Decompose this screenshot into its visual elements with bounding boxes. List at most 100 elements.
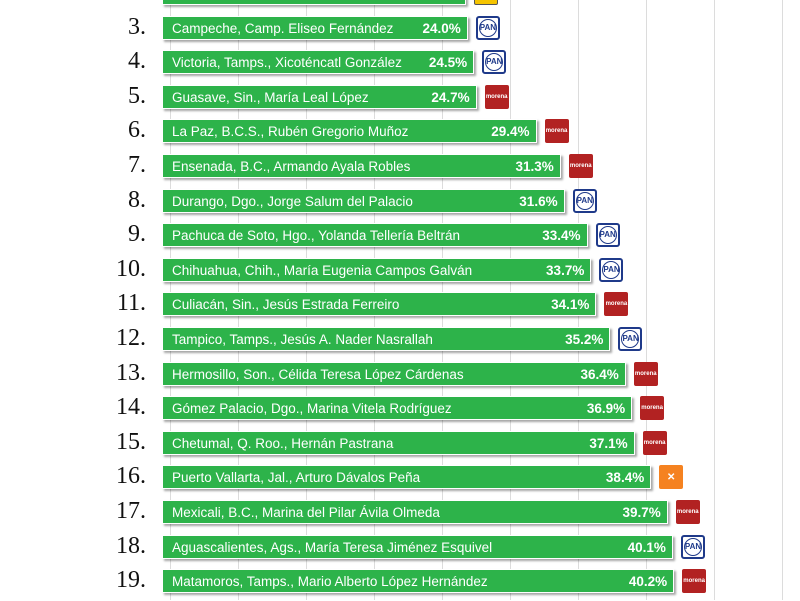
- ranking-row: 19. Matamoros, Tamps., Mario Alberto Lópe…: [0, 567, 800, 601]
- rank-number: 2.: [108, 0, 146, 5]
- bar: Chetumal, Q. Roo., Hernán Pastrana 37.1%: [162, 430, 635, 455]
- ranking-row: 18. Aguascalientes, Ags., María Teresa Ji…: [0, 533, 800, 567]
- gridline: [782, 0, 783, 600]
- pan-logo-icon: PAN: [572, 188, 597, 213]
- bar-label: Puerto Vallarta, Jal., Arturo Dávalos Pe…: [172, 470, 421, 486]
- ranking-row: 7. Ensenada, B.C., Armando Ayala Robles 31…: [0, 152, 800, 186]
- pan-logo-icon: PAN: [618, 327, 643, 351]
- bar-label: Aguascalientes, Ags., María Teresa Jimén…: [172, 539, 493, 555]
- rank-number: 9.: [128, 221, 146, 248]
- bar-label: Durango, Dgo., Jorge Salum del Palacio: [172, 193, 413, 209]
- bar-value: 24.5%: [428, 55, 468, 71]
- bar-value: 34.1%: [551, 297, 590, 313]
- bar: Durango, Dgo., Jorge Salum del Palacio 31…: [162, 188, 565, 213]
- bar-label: Chetumal, Q. Roo., Hernán Pastrana: [172, 435, 394, 451]
- ranking-row: 11. Culiacán, Sin., Jesús Estrada Ferreir…: [0, 290, 800, 324]
- bar-label: Ensenada, B.C., Armando Ayala Robles: [172, 159, 411, 174]
- bar-value: 39.7%: [622, 505, 661, 520]
- bar: Hermosillo, Son., Célida Teresa López Cá…: [162, 361, 626, 386]
- pan-logo-text: PAN: [602, 260, 621, 279]
- pan-logo-text: PAN: [683, 537, 702, 556]
- bar: Tampico, Tamps., Jesús A. Nader Nasralla…: [162, 327, 611, 351]
- rank-number: 4.: [128, 48, 146, 75]
- ranking-row: 15. Chetumal, Q. Roo., Hernán Pastrana 37.…: [0, 429, 800, 463]
- ranking-row: 9. Pachuca de Soto, Hgo., Yolanda Tellerí…: [0, 221, 800, 255]
- bar-value: 24.0%: [422, 20, 461, 36]
- bar: Culiacán, Sin., Jesús Estrada Ferreiro 34…: [162, 292, 597, 317]
- pan-logo-icon: PAN: [475, 15, 500, 40]
- ranking-row: 12. Tampico, Tamps., Jesús A. Nader Nasra…: [0, 325, 800, 359]
- bar-label: Matamoros, Tamps., Mario Alberto López H…: [172, 574, 488, 590]
- rank-number: 18.: [116, 532, 146, 559]
- pan-logo-text: PAN: [598, 226, 617, 245]
- bar: Gómez Palacio, Dgo., Marina Vitela Rodrí…: [162, 396, 633, 421]
- bar: Victoria, Tamps., Xicoténcatl González 24…: [162, 50, 475, 75]
- pan-logo-text: PAN: [621, 330, 640, 348]
- bar-label: La Paz, B.C.S., Rubén Gregorio Muñoz: [172, 124, 409, 140]
- morena-logo-icon: morena: [675, 500, 700, 524]
- gridline: [646, 0, 647, 600]
- pan-logo-text: PAN: [485, 53, 504, 72]
- bar-value: 36.9%: [586, 401, 626, 417]
- bar: [162, 0, 467, 5]
- pan-logo-icon: PAN: [680, 534, 705, 559]
- bar: La Paz, B.C.S., Rubén Gregorio Muñoz 29.4…: [162, 119, 537, 144]
- morena-logo-icon: morena: [568, 154, 593, 178]
- pan-logo-icon: PAN: [595, 223, 620, 248]
- bar-value: 31.3%: [515, 159, 554, 174]
- bar: Ensenada, B.C., Armando Ayala Robles 31.3…: [162, 154, 561, 178]
- ranking-row: 3. Campeche, Camp. Eliseo Fernández 24.0% P…: [0, 14, 800, 48]
- movimiento-ciudadano-logo-icon: ✕: [659, 465, 684, 490]
- ranking-row: 8. Durango, Dgo., Jorge Salum del Palacio…: [0, 187, 800, 221]
- bar-value: 24.7%: [431, 89, 470, 105]
- gridline: [714, 0, 715, 600]
- bar-label: Hermosillo, Son., Célida Teresa López Cá…: [172, 366, 464, 382]
- rank-number: 10.: [116, 255, 146, 282]
- rank-number: 12.: [116, 325, 146, 351]
- ranking-row: 2.: [0, 0, 800, 13]
- morena-logo-icon: morena: [484, 84, 509, 109]
- bar-value: 29.4%: [491, 124, 530, 140]
- rank-number: 7.: [128, 152, 146, 178]
- pan-logo-text: PAN: [478, 18, 497, 37]
- bar: Aguascalientes, Ags., María Teresa Jimén…: [162, 534, 673, 559]
- ranking-row: 14. Gómez Palacio, Dgo., Marina Vitela Ro…: [0, 394, 800, 428]
- ranking-row: 13. Hermosillo, Son., Célida Teresa López…: [0, 360, 800, 394]
- bar: Puerto Vallarta, Jal., Arturo Dávalos Pe…: [162, 465, 652, 490]
- bar-value: 36.4%: [580, 366, 619, 382]
- ranking-row: 10. Chihuahua, Chih., María Eugenia Campo…: [0, 256, 800, 290]
- bar-value: 33.4%: [542, 228, 581, 244]
- rank-number: 11.: [116, 290, 146, 317]
- pan-logo-icon: PAN: [482, 50, 507, 75]
- bar-label: Victoria, Tamps., Xicoténcatl González: [172, 55, 402, 71]
- ranking-row: 4. Victoria, Tamps., Xicoténcatl González…: [0, 48, 800, 82]
- morena-logo-icon: morena: [682, 569, 707, 594]
- bar-label: Guasave, Sin., María Leal López: [172, 89, 369, 105]
- rank-number: 5.: [128, 82, 146, 109]
- ranking-row: 5. Guasave, Sin., María Leal López 24.7% mo…: [0, 83, 800, 117]
- pan-logo-icon: PAN: [599, 257, 624, 282]
- bar-label: Gómez Palacio, Dgo., Marina Vitela Rodrí…: [172, 401, 452, 417]
- rank-number: 16.: [116, 463, 146, 490]
- bar-value: 31.6%: [519, 193, 558, 209]
- bar-label: Campeche, Camp. Eliseo Fernández: [172, 20, 394, 36]
- morena-logo-icon: morena: [642, 430, 667, 455]
- bar-value: 35.2%: [565, 332, 604, 347]
- bar: Matamoros, Tamps., Mario Alberto López H…: [162, 569, 675, 594]
- rank-number: 19.: [116, 567, 146, 594]
- ranking-row: 16. Puerto Vallarta, Jal., Arturo Dávalos…: [0, 463, 800, 497]
- bar-value: 37.1%: [589, 435, 628, 451]
- rank-number: 17.: [116, 498, 146, 524]
- morena-logo-icon: morena: [544, 119, 569, 144]
- bar: Chihuahua, Chih., María Eugenia Campos G…: [162, 257, 592, 282]
- bar-value: 40.1%: [627, 539, 666, 555]
- bar-label: Chihuahua, Chih., María Eugenia Campos G…: [172, 262, 473, 278]
- rank-number: 6.: [128, 117, 146, 144]
- bar-value: 40.2%: [628, 574, 668, 590]
- rank-number: 3.: [128, 13, 146, 40]
- pan-logo-text: PAN: [575, 191, 594, 210]
- bar: Pachuca de Soto, Hgo., Yolanda Tellería …: [162, 223, 588, 248]
- morena-logo-icon: morena: [633, 361, 658, 386]
- bar-label: Mexicali, B.C., Marina del Pilar Ávila O…: [172, 505, 440, 520]
